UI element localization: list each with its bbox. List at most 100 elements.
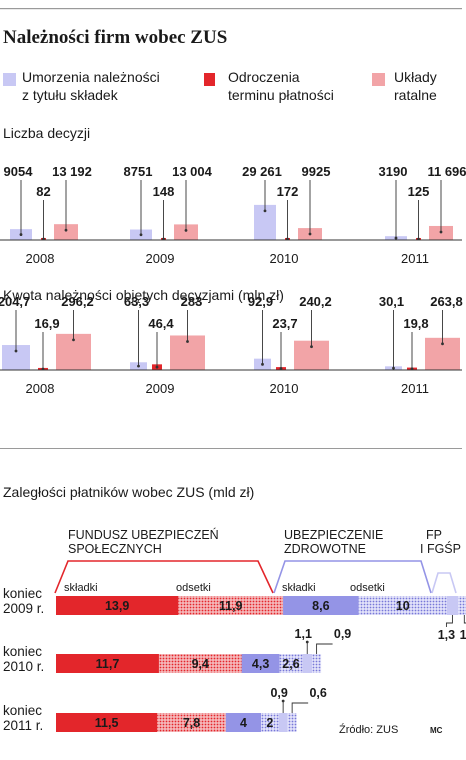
data-label-odroczenia-2008: 16,9 bbox=[34, 316, 59, 331]
segment-label-zdrowotne-odsetki: odsetki bbox=[350, 582, 385, 594]
segment-zdrowotne-skladki-1 bbox=[241, 654, 280, 673]
section-liczba-decyzji-title: Liczba decyzji bbox=[3, 125, 90, 141]
data-label-umorzenia-2009: 63,3 bbox=[124, 294, 149, 309]
data-label-umorzenia-2009: 8751 bbox=[124, 164, 153, 179]
segment-value-zdrowotne-odsetki-1: 2,6 bbox=[282, 657, 299, 671]
leader-dot-uklady-2010 bbox=[308, 232, 312, 236]
group-header-fus: FUNDUSZ UBEZPIECZEŃ SPOŁECZNYCH składki … bbox=[54, 527, 274, 594]
segment-fus-odsetki-2 bbox=[157, 713, 226, 732]
segment-label-zdrowotne-skladki: składki bbox=[282, 582, 316, 594]
row-label-2-1: koniec bbox=[3, 703, 42, 718]
data-label-odroczenia-2009: 46,4 bbox=[148, 316, 174, 331]
segment-fp-1-2 bbox=[278, 713, 288, 732]
data-label-umorzenia-2010: 29 261 bbox=[242, 164, 282, 179]
leader-dot-umorzenia-2009 bbox=[139, 233, 143, 237]
data-label-umorzenia-2008: 204,7 bbox=[0, 294, 30, 309]
data-label-uklady-2008: 296,2 bbox=[61, 294, 94, 309]
leader-dot-uklady-2008 bbox=[72, 338, 75, 342]
legend-label-umorzenia-2: z tytułu składek bbox=[22, 87, 119, 103]
segment-zdrowotne-odsetki-2 bbox=[261, 713, 279, 732]
leader-dot-uklady-2008 bbox=[64, 228, 68, 232]
segment-value-zdrowotne-odsetki-0: 10 bbox=[396, 599, 410, 613]
segment-zdrowotne-odsetki-1 bbox=[279, 654, 303, 673]
leader-dot-odroczenia-2009 bbox=[155, 365, 159, 369]
callout-value-fp-1-1: 1,1 bbox=[295, 627, 312, 641]
legend-swatch-umorzenia bbox=[3, 73, 16, 86]
bar-uklady-2009 bbox=[174, 224, 198, 240]
year-label-2011: 2011 bbox=[401, 251, 429, 266]
data-label-uklady-2010: 240,2 bbox=[299, 294, 332, 309]
row-label-2-2: 2011 r. bbox=[3, 718, 43, 733]
separator-rule bbox=[0, 448, 462, 449]
segment-fp-2-0 bbox=[458, 596, 466, 615]
leader-dot-uklady-2011 bbox=[441, 342, 444, 346]
page-title: Należności firm wobec ZUS bbox=[3, 27, 227, 48]
group-label-fp-1: FP bbox=[426, 528, 442, 542]
segment-fus-odsetki-1 bbox=[158, 654, 242, 673]
segment-value-fus-odsetki-1: 9,4 bbox=[192, 657, 209, 671]
segment-zdrowotne-skladki-2 bbox=[225, 713, 262, 732]
bar-uklady-2008 bbox=[54, 224, 78, 240]
data-label-odroczenia-2011: 125 bbox=[408, 184, 430, 199]
segment-fus-skladki-1 bbox=[56, 654, 159, 673]
group-label-fp-2: I FGŚP bbox=[420, 541, 461, 556]
group-header-fp: FP I FGŚP bbox=[420, 528, 461, 594]
source-note: Źródło: ZUS bbox=[339, 723, 398, 736]
legend-swatch-uklady bbox=[372, 73, 385, 86]
segment-value-fus-skladki-1: 11,7 bbox=[96, 657, 120, 671]
segment-value-fus-skladki-2: 11,5 bbox=[95, 716, 119, 730]
data-label-uklady-2009: 13 004 bbox=[172, 164, 213, 179]
segment-value-zdrowotne-skladki-2: 4 bbox=[240, 716, 247, 730]
row-label-1-2: 2010 r. bbox=[3, 659, 44, 674]
data-label-uklady-2009: 283 bbox=[181, 294, 203, 309]
segment-value-zdrowotne-skladki-1: 4,3 bbox=[252, 657, 269, 671]
leader-dot-uklady-2011 bbox=[439, 230, 443, 234]
legend-label-odroczenia-1: Odroczenia bbox=[228, 69, 300, 85]
data-label-umorzenia-2008: 9054 bbox=[4, 164, 34, 179]
segment-value-zdrowotne-skladki-0: 8,6 bbox=[312, 599, 329, 613]
leader-dot-uklady-2009 bbox=[184, 228, 188, 232]
leader-dot-umorzenia-2008 bbox=[14, 349, 18, 353]
legend-label-uklady-1: Układy bbox=[394, 69, 437, 85]
leader-dot-uklady-2010 bbox=[310, 345, 313, 349]
segment-zdrowotne-skladki-0 bbox=[283, 596, 359, 615]
year-label-2011: 2011 bbox=[401, 381, 429, 396]
callout-dot-fp-1-2 bbox=[281, 699, 285, 703]
year-label-2008: 2008 bbox=[26, 381, 55, 396]
data-label-uklady-2011: 263,8 bbox=[430, 294, 463, 309]
data-label-umorzenia-2011: 30,1 bbox=[379, 294, 404, 309]
leader-dot-odroczenia-2010 bbox=[279, 367, 283, 370]
leader-dot-umorzenia-2010 bbox=[263, 209, 267, 213]
data-label-odroczenia-2010: 23,7 bbox=[272, 316, 297, 331]
group-label-fus-2: SPOŁECZNYCH bbox=[68, 542, 162, 556]
callout-value-fp-2-1: 0,9 bbox=[334, 627, 351, 641]
segment-fp-1-1 bbox=[302, 654, 313, 673]
legend-label-uklady-2: ratalne bbox=[394, 87, 437, 103]
group-label-zdrowotne-1: UBEZPIECZENIE bbox=[284, 528, 383, 542]
year-label-2008: 2008 bbox=[26, 251, 55, 266]
callout-fp-2-1 bbox=[316, 643, 333, 654]
callout-value-fp-1-2: 0,9 bbox=[270, 686, 287, 700]
segment-fus-odsetki-0 bbox=[178, 596, 284, 615]
bracket-fp bbox=[431, 572, 457, 594]
bar-umorzenia-2010 bbox=[254, 204, 276, 240]
group-label-fus-1: FUNDUSZ UBEZPIECZEŃ bbox=[68, 527, 219, 542]
segment-label-fus-skladki: składki bbox=[64, 582, 98, 594]
segment-fp-2-1 bbox=[312, 654, 322, 673]
leader-dot-uklady-2009 bbox=[186, 340, 189, 343]
group-label-zdrowotne-2: ZDROWOTNE bbox=[284, 542, 366, 556]
data-label-uklady-2011: 11 696 bbox=[427, 164, 466, 179]
year-label-2009: 2009 bbox=[146, 251, 175, 266]
leader-dot-odroczenia-2011 bbox=[410, 367, 414, 371]
segment-label-fus-odsetki: odsetki bbox=[176, 582, 211, 594]
row-label-0-2: 2009 r. bbox=[3, 601, 44, 616]
legend-swatch-odroczenia bbox=[204, 73, 215, 86]
callout-dot-fp-1-1 bbox=[305, 640, 309, 644]
section-zaleglosci-title: Zaległości płatników wobec ZUS (mld zł) bbox=[3, 484, 254, 500]
bracket-fus bbox=[54, 560, 274, 594]
author-signature: MC bbox=[430, 726, 443, 735]
row-label-0-1: koniec bbox=[3, 586, 42, 601]
year-label-2009: 2009 bbox=[146, 381, 175, 396]
